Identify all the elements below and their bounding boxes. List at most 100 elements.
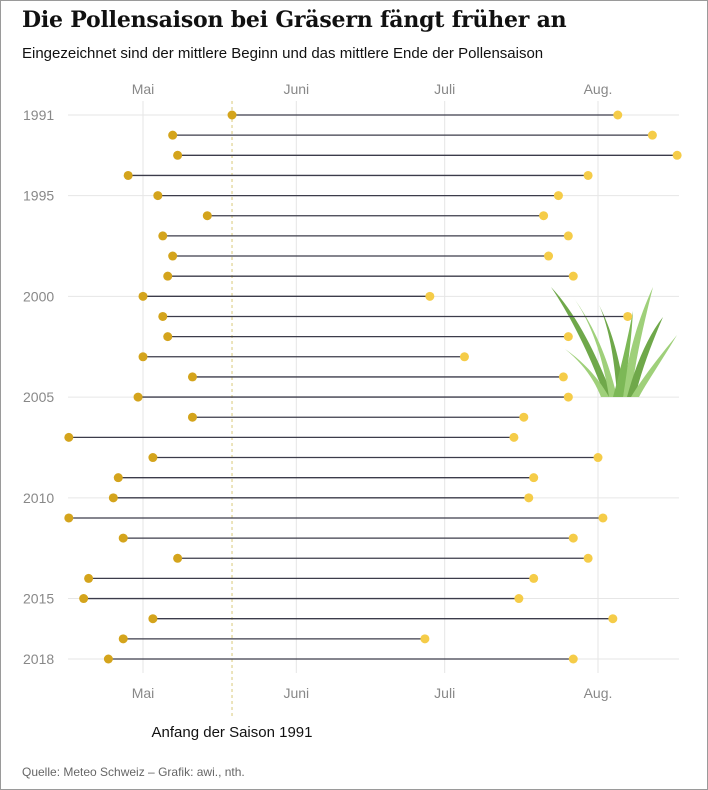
end-point [563, 231, 573, 241]
dumbbell-row [168, 251, 554, 261]
chart-subtitle: Eingezeichnet sind der mittlere Beginn u… [22, 45, 544, 62]
start-point [153, 191, 163, 201]
y-tick-label: 1995 [23, 188, 54, 204]
dumbbell-row [148, 614, 618, 624]
y-tick-label: 2000 [23, 288, 54, 304]
start-point [123, 170, 133, 180]
end-point [529, 473, 539, 483]
annotation-label: Anfang der Saison 1991 [152, 724, 313, 741]
end-point [608, 614, 618, 624]
x-tick-label-top: Juli [434, 81, 455, 97]
dumbbell-row [118, 634, 430, 644]
end-point [539, 211, 549, 221]
start-point [173, 553, 183, 563]
end-point [647, 130, 657, 140]
dumbbell-row [173, 553, 593, 563]
annotation-layer: Anfang der Saison 1991 [152, 101, 313, 741]
start-point [138, 291, 148, 301]
dumbbell-row [138, 291, 435, 301]
end-point [672, 150, 682, 160]
start-point [84, 573, 94, 583]
dumbbell-row [168, 130, 657, 140]
dumbbell-row [202, 211, 549, 221]
dumbbell-row [113, 473, 539, 483]
start-point [168, 130, 178, 140]
grass-icon [551, 287, 677, 397]
source-note: Quelle: Meteo Schweiz – Grafik: awi., nt… [22, 765, 245, 779]
x-tick-label-bottom: Aug. [584, 685, 613, 701]
end-point [593, 453, 603, 463]
dumbbell-row [153, 191, 563, 201]
start-point [79, 594, 89, 604]
y-tick-label: 2015 [23, 591, 54, 607]
start-point [158, 231, 168, 241]
dumbbell-row [64, 513, 608, 523]
x-tick-label-bottom: Juni [283, 685, 309, 701]
end-point [509, 432, 519, 442]
end-point [544, 251, 554, 261]
dumbbell-row [64, 432, 519, 442]
dumbbell-row [103, 654, 578, 664]
dumbbell-row [187, 372, 568, 382]
start-point [118, 533, 128, 543]
dumbbell-row [84, 573, 539, 583]
start-point [133, 392, 143, 402]
start-point [163, 271, 173, 281]
end-point [558, 372, 568, 382]
end-point [583, 170, 593, 180]
start-point [148, 453, 158, 463]
dumbbell-row [173, 150, 682, 160]
end-point [598, 513, 608, 523]
series-layer [64, 110, 682, 664]
dumbbell-row [118, 533, 578, 543]
dumbbell-row [79, 594, 524, 604]
end-point [568, 533, 578, 543]
end-point [623, 311, 633, 321]
end-point [425, 291, 435, 301]
start-point [168, 251, 178, 261]
end-point [583, 553, 593, 563]
end-point [553, 191, 563, 201]
dumbbell-row [163, 271, 578, 281]
y-tick-label: 2005 [23, 389, 54, 405]
start-point [202, 211, 212, 221]
start-point [108, 493, 118, 503]
start-point [173, 150, 183, 160]
chart-title: Die Pollensaison bei Gräsern fängt frühe… [22, 7, 567, 33]
start-point [187, 372, 197, 382]
start-point [158, 311, 168, 321]
end-point [529, 573, 539, 583]
start-point [64, 432, 74, 442]
start-point [103, 654, 113, 664]
start-point [227, 110, 237, 120]
end-point [568, 271, 578, 281]
dumbbell-row [133, 392, 573, 402]
start-point [113, 473, 123, 483]
end-point [613, 110, 623, 120]
end-point [514, 594, 524, 604]
dumbbell-row [123, 170, 593, 180]
end-point [459, 352, 469, 362]
end-point [524, 493, 534, 503]
dumbbell-row [138, 352, 469, 362]
end-point [519, 412, 529, 422]
start-point [64, 513, 74, 523]
start-point [163, 332, 173, 342]
grid-lines [68, 101, 679, 673]
x-tick-label-top: Mai [132, 81, 155, 97]
y-tick-label: 2010 [23, 490, 54, 506]
end-point [563, 332, 573, 342]
start-point [118, 634, 128, 644]
dumbbell-row [148, 453, 603, 463]
start-point [148, 614, 158, 624]
dumbbell-row [158, 311, 633, 321]
dumbbell-row [187, 412, 529, 422]
x-tick-label-bottom: Juli [434, 685, 455, 701]
end-point [420, 634, 430, 644]
x-tick-label-bottom: Mai [132, 685, 155, 701]
dumbbell-row [163, 332, 573, 342]
end-point [563, 392, 573, 402]
x-tick-label-top: Aug. [584, 81, 613, 97]
